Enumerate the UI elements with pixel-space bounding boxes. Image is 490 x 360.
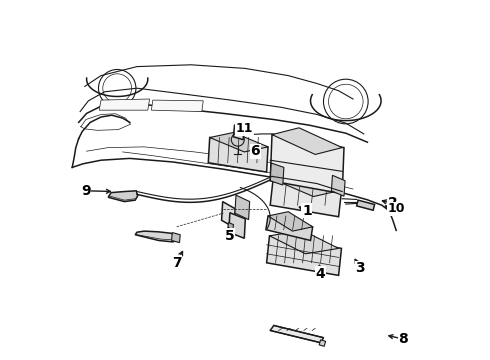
Polygon shape — [272, 128, 342, 154]
Polygon shape — [228, 222, 233, 232]
Polygon shape — [331, 175, 345, 196]
Polygon shape — [235, 195, 250, 220]
Text: 2: 2 — [388, 197, 397, 210]
Polygon shape — [221, 202, 235, 228]
Polygon shape — [108, 191, 138, 202]
Text: 8: 8 — [398, 332, 408, 346]
Polygon shape — [270, 325, 323, 343]
Polygon shape — [270, 135, 344, 194]
Text: 4: 4 — [316, 267, 325, 280]
Polygon shape — [99, 99, 149, 110]
Polygon shape — [357, 200, 374, 210]
Polygon shape — [135, 231, 176, 242]
Text: 10: 10 — [388, 202, 405, 215]
Polygon shape — [319, 340, 326, 346]
Polygon shape — [270, 179, 342, 217]
Polygon shape — [268, 212, 313, 231]
Polygon shape — [266, 216, 313, 240]
Text: 11: 11 — [236, 122, 253, 135]
Text: 9: 9 — [81, 184, 91, 198]
Polygon shape — [229, 213, 245, 238]
Text: 7: 7 — [172, 256, 181, 270]
Polygon shape — [172, 233, 180, 243]
Text: 1: 1 — [302, 204, 312, 217]
Text: 5: 5 — [225, 229, 235, 243]
Polygon shape — [270, 163, 284, 185]
Polygon shape — [273, 174, 339, 197]
Text: 6: 6 — [250, 144, 260, 158]
Text: 3: 3 — [355, 261, 365, 275]
Polygon shape — [270, 230, 339, 254]
Polygon shape — [233, 125, 245, 140]
Polygon shape — [210, 132, 268, 152]
Polygon shape — [151, 100, 203, 112]
Polygon shape — [226, 229, 232, 237]
Polygon shape — [208, 138, 268, 172]
Polygon shape — [267, 236, 342, 275]
